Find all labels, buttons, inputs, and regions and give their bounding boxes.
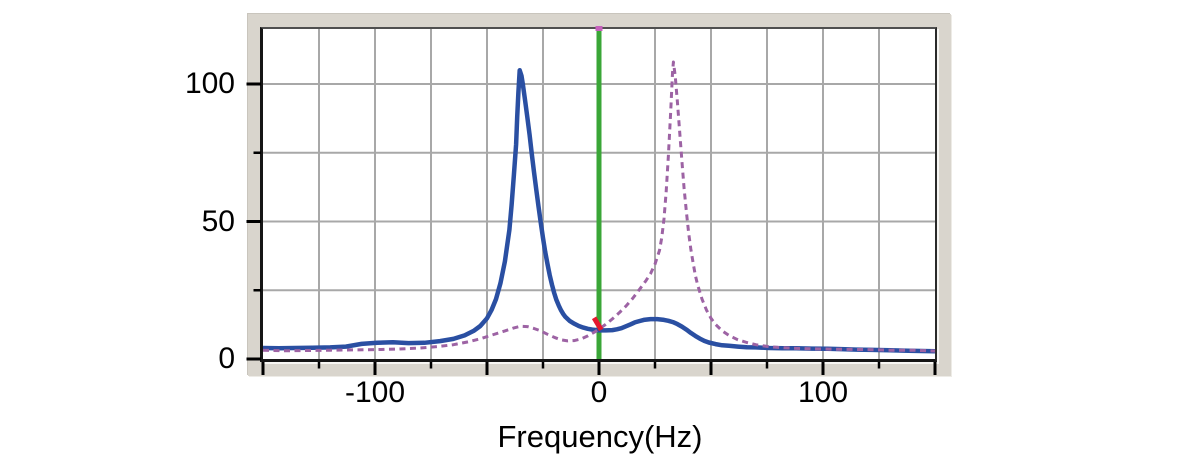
y-tick-label-50: 50 — [201, 204, 235, 238]
plot-area[interactable] — [260, 27, 937, 362]
spectrum-solid-curve — [263, 68, 935, 354]
y-tick-label-100: 100 — [184, 67, 235, 100]
y-tick-label-0: 0 — [218, 342, 235, 375]
x-tick-label--100: -100 — [344, 376, 406, 409]
x-tick-label-0: 0 — [590, 376, 608, 409]
spectrum-dashed-curve — [263, 60, 935, 353]
cursor-crossing-marker — [591, 316, 604, 332]
plot-canvas[interactable] — [263, 29, 935, 359]
x-tick-label-100: 100 — [797, 376, 849, 409]
x-axis-title: Frequency(Hz) — [497, 419, 703, 454]
